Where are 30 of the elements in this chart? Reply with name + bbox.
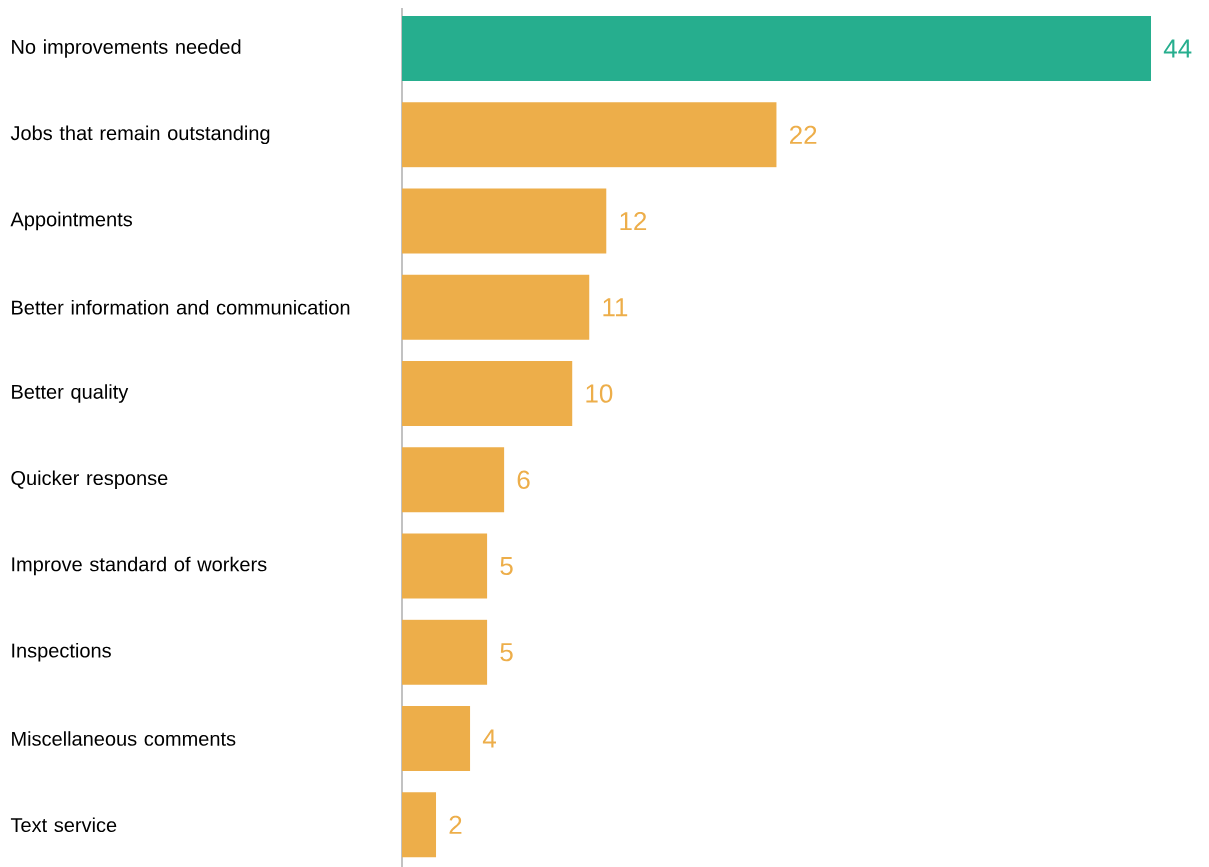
y-tick-label: Better information and communication (12, 299, 350, 315)
y-tick-label: Jobs that remain outstanding (10, 125, 270, 145)
data-label: 5 (500, 556, 513, 576)
y-tick-label: No improvements needed (12, 39, 241, 58)
data-label: 10 (586, 384, 613, 403)
data-label: 5 (500, 643, 513, 662)
bar (402, 188, 607, 254)
y-tick-label: Miscellaneous comments (12, 731, 236, 746)
y-tick-label: Quicker response (11, 470, 168, 490)
y-tick-label: Text service (10, 817, 117, 833)
bar (402, 16, 1152, 82)
data-label: 12 (620, 211, 647, 231)
bar (402, 533, 488, 599)
data-label: 2 (449, 815, 462, 834)
y-tick-label: Appointments (10, 211, 133, 231)
y-tick-label: Improve standard of workers (12, 556, 267, 576)
bar (402, 792, 437, 858)
bar (402, 706, 471, 771)
data-label: 4 (482, 729, 496, 748)
y-tick-label: Better quality (12, 384, 129, 403)
y-tick-label: Inspections (12, 642, 111, 662)
bar (402, 274, 590, 340)
data-label: 44 (1163, 39, 1192, 58)
data-label: 11 (603, 298, 628, 317)
bar (402, 361, 573, 427)
bar (402, 447, 505, 513)
bar (402, 102, 777, 168)
data-label: 22 (790, 125, 817, 144)
bar (402, 619, 488, 685)
data-label: 6 (517, 470, 530, 489)
